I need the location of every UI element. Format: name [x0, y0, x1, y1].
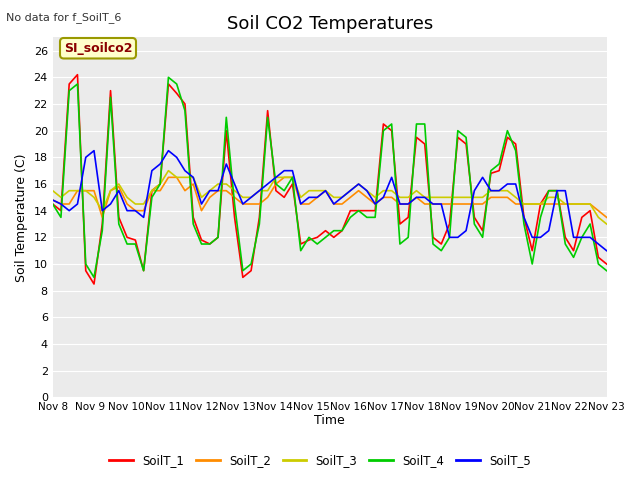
Text: No data for f_SoilT_6: No data for f_SoilT_6 — [6, 12, 122, 23]
X-axis label: Time: Time — [314, 414, 345, 427]
Title: Soil CO2 Temperatures: Soil CO2 Temperatures — [227, 15, 433, 33]
Text: SI_soilco2: SI_soilco2 — [64, 42, 132, 55]
Y-axis label: Soil Temperature (C): Soil Temperature (C) — [15, 153, 28, 282]
Legend: SoilT_1, SoilT_2, SoilT_3, SoilT_4, SoilT_5: SoilT_1, SoilT_2, SoilT_3, SoilT_4, Soil… — [104, 449, 536, 472]
